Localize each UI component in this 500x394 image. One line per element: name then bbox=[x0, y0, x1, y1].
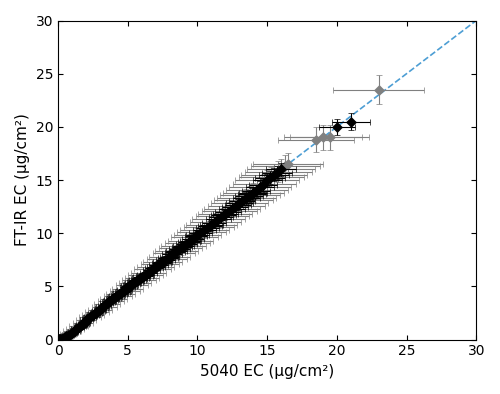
Y-axis label: FT-IR EC (μg/cm²): FT-IR EC (μg/cm²) bbox=[15, 113, 30, 247]
X-axis label: 5040 EC (μg/cm²): 5040 EC (μg/cm²) bbox=[200, 364, 334, 379]
